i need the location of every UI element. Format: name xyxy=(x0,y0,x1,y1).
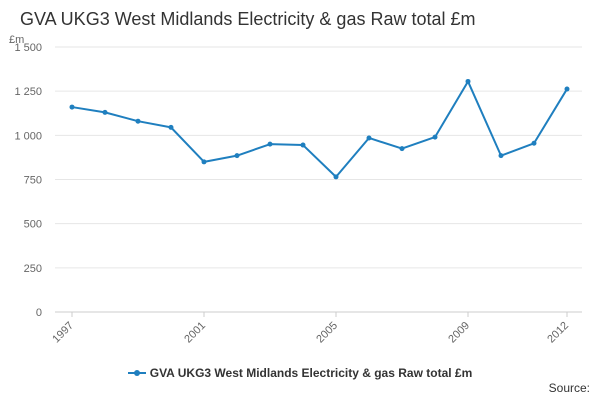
legend-marker-icon xyxy=(133,369,140,376)
data-point xyxy=(135,118,141,124)
data-point xyxy=(267,141,273,147)
y-tick-label: 0 xyxy=(36,307,42,319)
data-point xyxy=(432,134,438,140)
x-tick-label: 2009 xyxy=(446,320,472,346)
data-point xyxy=(366,135,372,141)
series xyxy=(69,78,570,180)
y-tick-label: 250 xyxy=(24,263,42,275)
source-label: Source: xyxy=(548,381,590,395)
series-line xyxy=(71,80,568,178)
data-point xyxy=(333,174,339,180)
data-point xyxy=(300,142,306,148)
y-axis-ticks: 0 250 500 750 1 000 1 250 1 500 xyxy=(14,42,42,319)
data-point xyxy=(102,109,108,115)
y-axis-unit-label: £m xyxy=(9,34,25,46)
y-tick-label: 750 xyxy=(24,175,42,187)
data-point xyxy=(531,140,537,146)
data-point xyxy=(399,146,405,152)
x-tick-label: 1997 xyxy=(50,320,76,346)
gridlines xyxy=(55,46,582,269)
x-tick-label: 2012 xyxy=(545,320,571,346)
y-tick-label: 1 250 xyxy=(14,86,42,98)
y-tick-label: 1 000 xyxy=(14,130,42,142)
legend-line-icon xyxy=(127,369,146,376)
data-point xyxy=(564,86,570,92)
data-point xyxy=(201,159,207,165)
data-point xyxy=(234,153,240,159)
data-point xyxy=(69,104,75,110)
chart-title: GVA UKG3 West Midlands Electricity & gas… xyxy=(20,9,476,29)
data-point xyxy=(168,124,174,130)
data-point xyxy=(465,78,471,84)
y-tick-label: 500 xyxy=(24,219,42,231)
legend-label: GVA UKG3 West Midlands Electricity & gas… xyxy=(149,366,473,380)
x-tick-label: 2001 xyxy=(182,320,208,346)
legend[interactable]: GVA UKG3 West Midlands Electricity & gas… xyxy=(0,366,600,380)
y-tick-label: 1 500 xyxy=(14,42,42,54)
x-tick-label: 2005 xyxy=(314,320,340,346)
x-axis-ticks: 1997 2001 2005 2009 2012 xyxy=(50,312,571,345)
data-point xyxy=(498,153,504,159)
